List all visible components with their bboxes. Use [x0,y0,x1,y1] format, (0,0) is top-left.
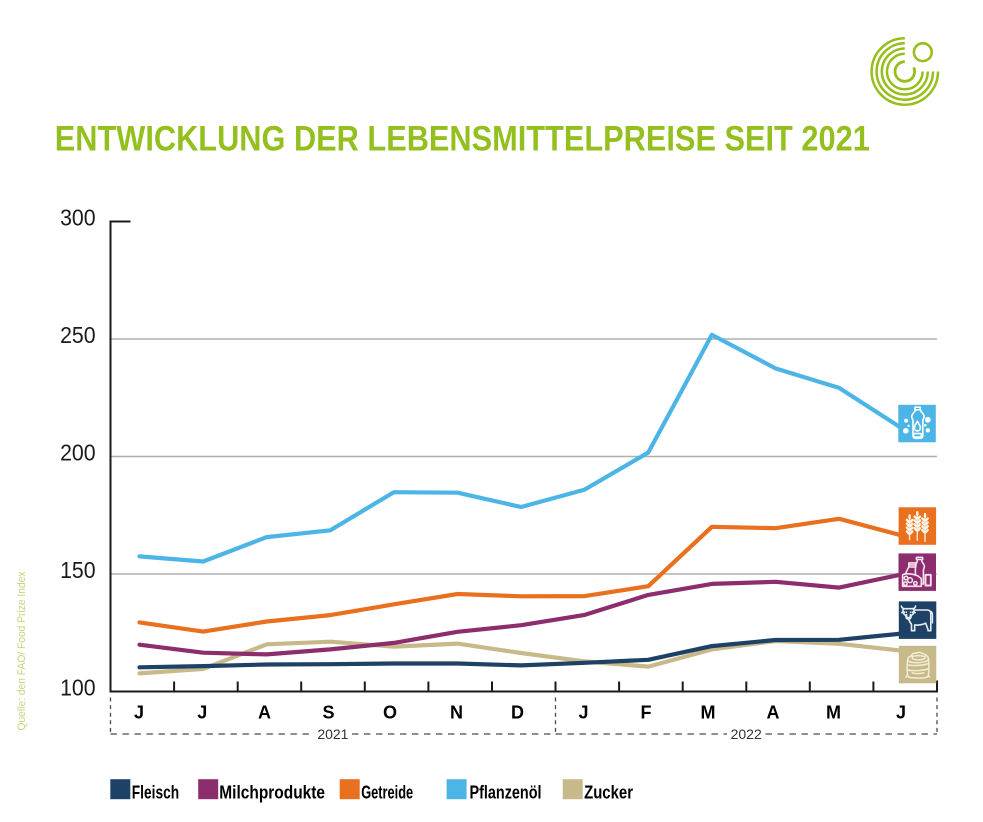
svg-text:Milchprodukte: Milchprodukte [219,781,325,802]
svg-text:200: 200 [60,439,96,465]
svg-text:150: 150 [60,557,96,583]
svg-text:N: N [450,703,463,723]
svg-text:300: 300 [60,204,96,230]
svg-text:Getreide: Getreide [361,781,413,802]
svg-text:J: J [197,703,207,723]
svg-text:J: J [578,703,588,723]
svg-text:M: M [701,703,716,723]
svg-text:M: M [826,703,841,723]
svg-text:A: A [258,703,271,723]
svg-text:250: 250 [60,322,96,348]
svg-text:2022: 2022 [731,726,762,742]
svg-text:Quelle: den FAO/ Food Prize In: Quelle: den FAO/ Food Prize Index [16,571,28,730]
svg-text:O: O [383,703,397,723]
svg-text:F: F [641,703,652,723]
svg-text:ENTWICKLUNG DER LEBENSMITTELPR: ENTWICKLUNG DER LEBENSMITTELPREISE SEIT … [55,120,870,159]
svg-text:100: 100 [60,674,96,700]
svg-text:Fleisch: Fleisch [132,781,179,802]
svg-text:S: S [322,703,334,723]
svg-text:J: J [134,703,144,723]
svg-text:J: J [896,703,906,723]
svg-text:A: A [767,703,780,723]
svg-text:Zucker: Zucker [584,781,633,802]
svg-text:2021: 2021 [317,726,348,742]
svg-text:Pflanzenöl: Pflanzenöl [470,781,542,802]
svg-text:D: D [511,703,524,723]
